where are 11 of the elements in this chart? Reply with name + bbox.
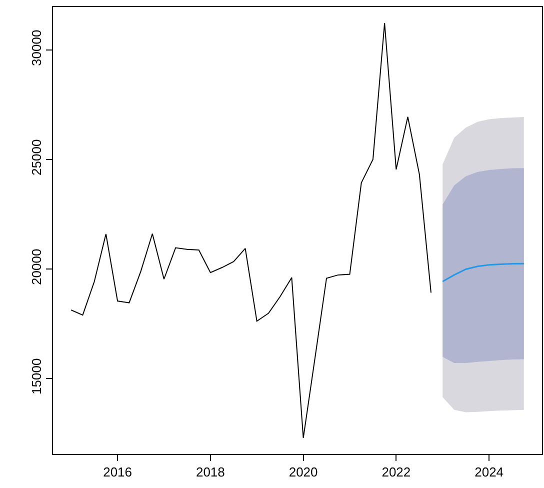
y-tick-label: 30000: [28, 30, 44, 66]
y-tick-label: 20000: [28, 248, 44, 285]
x-tick-label: 2024: [474, 464, 504, 480]
y-tick-label: 25000: [28, 139, 44, 176]
y-tick-label: 15000: [28, 358, 44, 394]
line-series: [70, 22, 432, 438]
x-tick-label: 2022: [382, 464, 411, 480]
x-tick-label: 2016: [103, 464, 132, 480]
x-tick-label: 2018: [196, 464, 225, 480]
line-series: [442, 262, 525, 282]
x-tick-label: 2020: [288, 464, 318, 480]
